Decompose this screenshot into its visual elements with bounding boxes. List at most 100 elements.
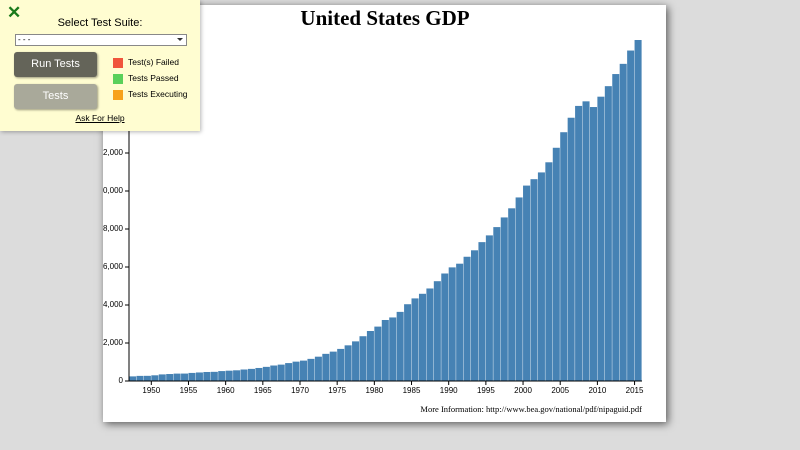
bar: [456, 263, 464, 381]
bar: [247, 368, 255, 381]
run-button[interactable]: Run Tests: [14, 52, 97, 77]
x-tick-label: 1990: [440, 386, 458, 395]
help-link[interactable]: Ask For Help: [75, 113, 125, 123]
y-tick-label: 0: [119, 376, 124, 385]
bar: [285, 363, 293, 381]
bar: [389, 317, 397, 381]
x-tick-label: 2010: [588, 386, 606, 395]
legend-swatch: [113, 57, 123, 68]
bar: [329, 351, 337, 381]
bar: [374, 326, 382, 381]
bar: [344, 345, 352, 381]
x-tick-label: 2015: [626, 386, 644, 395]
y-tick-label: 6,000: [103, 262, 124, 271]
y-tick-label: 8,000: [103, 224, 124, 233]
bar: [411, 298, 419, 381]
x-tick-label: 2000: [514, 386, 532, 395]
y-tick-label: 4,000: [103, 300, 124, 309]
bar: [173, 373, 181, 381]
bar: [493, 227, 501, 381]
chart-card: United States GDP More Information: http…: [103, 5, 666, 422]
bar: [634, 40, 642, 382]
bar: [589, 107, 597, 381]
bar: [396, 311, 404, 381]
bar: [537, 172, 545, 381]
bar: [426, 288, 434, 381]
x-tick-label: 2005: [551, 386, 569, 395]
bar: [277, 364, 285, 381]
y-tick-label: 10,000: [103, 186, 124, 195]
bar: [166, 374, 174, 381]
bar: [337, 348, 345, 381]
legend-label: Tests Passed: [128, 73, 179, 83]
bar: [210, 371, 218, 381]
bar: [433, 281, 441, 381]
bar: [500, 217, 508, 381]
bar: [225, 370, 233, 381]
x-tick-label: 1970: [291, 386, 309, 395]
bar: [270, 365, 278, 381]
bar: [151, 375, 159, 381]
tests-button[interactable]: Tests: [14, 84, 97, 109]
legend-item: Tests Executing: [113, 89, 188, 100]
footer: More Information: http://www.bea.gov/nat…: [420, 404, 642, 414]
bar: [359, 336, 367, 381]
bar: [597, 96, 605, 382]
bar: [612, 74, 620, 382]
bar: [448, 267, 456, 381]
close-icon[interactable]: ✕: [7, 3, 22, 22]
bar: [307, 358, 315, 381]
bar: [471, 250, 479, 381]
bar: [478, 242, 486, 381]
bar: [143, 375, 151, 381]
bar: [545, 162, 553, 381]
bar: [627, 50, 635, 382]
bar: [195, 372, 203, 381]
bar: [404, 304, 412, 381]
bar: [381, 319, 389, 381]
x-tick-label: 1995: [477, 386, 495, 395]
bar: [515, 197, 523, 381]
panel-heading: Select Test Suite:: [57, 17, 143, 29]
bar: [314, 356, 322, 381]
bar: [233, 370, 241, 381]
bar: [181, 373, 189, 381]
bar: [158, 374, 166, 381]
x-tick-label: 1960: [217, 386, 235, 395]
bar: [530, 179, 538, 381]
y-tick-label: 2,000: [103, 338, 124, 347]
bar: [129, 376, 137, 381]
legend-item: Test(s) Failed: [113, 57, 179, 68]
bar: [523, 185, 531, 381]
legend-label: Test(s) Failed: [128, 57, 180, 67]
x-tick-label: 1950: [142, 386, 160, 395]
legend-swatch: [113, 73, 123, 84]
x-tick-label: 1975: [328, 386, 346, 395]
bar: [463, 256, 471, 381]
bar: [485, 235, 493, 381]
bar: [292, 361, 300, 381]
chart: United States GDP More Information: http…: [103, 6, 644, 414]
bar: [441, 273, 449, 381]
x-tick-label: 1955: [180, 386, 198, 395]
bar: [567, 117, 575, 382]
bar: [552, 147, 560, 381]
legend-item: Tests Passed: [113, 73, 179, 84]
legend-label: Tests Executing: [128, 89, 188, 99]
bar: [262, 366, 270, 381]
chart-title: United States GDP: [300, 6, 469, 30]
bar: [582, 101, 590, 382]
bar: [240, 369, 248, 381]
suite-select[interactable]: - - -: [15, 34, 187, 46]
bar: [218, 371, 226, 381]
bar: [255, 367, 263, 381]
bar: [136, 375, 144, 381]
legend-swatch: [113, 89, 123, 100]
bar: [575, 105, 583, 381]
bar: [560, 132, 568, 381]
bar: [203, 371, 211, 381]
bar: [188, 372, 196, 381]
bar: [508, 208, 516, 381]
bar: [619, 63, 627, 382]
